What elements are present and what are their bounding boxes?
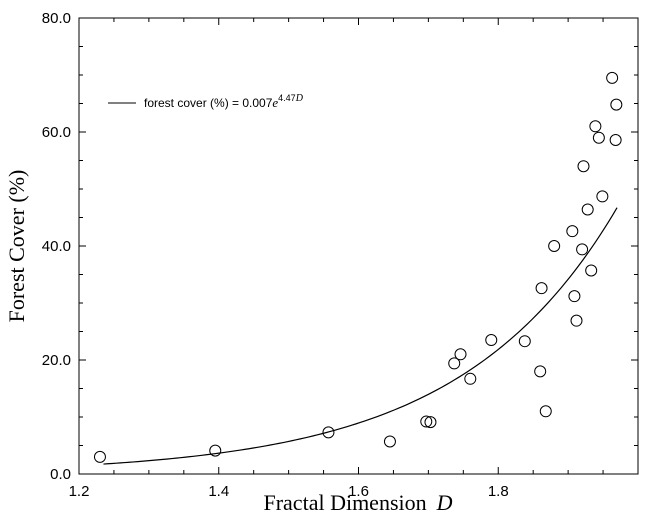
- data-point: [424, 416, 437, 429]
- data-point: [464, 372, 477, 385]
- axis-ticks: [78, 17, 639, 475]
- x-tick-label: 1.8: [488, 483, 509, 500]
- legend: forest cover (%) = 0.007e4.47D: [108, 93, 304, 110]
- data-point: [585, 264, 598, 277]
- y-tick-label: 40.0: [42, 238, 71, 255]
- data-point: [548, 240, 561, 252]
- data-point: [570, 314, 583, 327]
- data-point: [589, 120, 602, 133]
- data-point: [448, 357, 461, 370]
- data-point: [576, 243, 589, 256]
- data-point: [592, 131, 605, 144]
- y-axis-label: Forest Cover (%): [4, 170, 29, 323]
- data-point: [93, 450, 106, 463]
- data-point: [568, 290, 581, 303]
- data-point: [322, 426, 335, 439]
- data-point: [535, 282, 548, 295]
- data-point: [566, 225, 579, 238]
- y-tick-label: 20.0: [42, 352, 71, 369]
- legend-exponent: 4.47: [278, 93, 296, 103]
- x-axis-label-text: Fractal Dimension: [263, 490, 426, 515]
- x-tick-label: 1.6: [348, 483, 369, 500]
- y-tick-labels: 0.0 20.0 40.0 60.0 80.0: [42, 10, 71, 483]
- x-tick-labels: 1.2 1.4 1.6 1.8: [69, 483, 509, 500]
- data-points: [93, 71, 623, 463]
- y-tick-label: 60.0: [42, 124, 71, 141]
- data-point: [383, 435, 396, 448]
- data-point: [577, 160, 590, 173]
- data-point: [610, 98, 623, 111]
- legend-base: e: [272, 95, 278, 110]
- y-tick-label: 80.0: [42, 10, 71, 27]
- data-point: [485, 334, 498, 347]
- data-point: [539, 405, 552, 418]
- x-tick-label: 1.4: [208, 483, 229, 500]
- data-point: [454, 348, 467, 361]
- data-point: [581, 203, 594, 216]
- data-point: [606, 71, 619, 84]
- data-point: [534, 365, 547, 378]
- legend-exponent-var: D: [295, 93, 304, 104]
- x-axis-label-var: D: [436, 490, 453, 515]
- y-tick-label: 0.0: [50, 466, 71, 483]
- data-point: [596, 190, 609, 203]
- x-axis-label: Fractal Dimension D: [263, 490, 452, 515]
- legend-prefix: forest cover (%) = 0.007: [144, 96, 273, 110]
- x-tick-label: 1.2: [69, 483, 90, 500]
- legend-label: forest cover (%) = 0.007e4.47D: [144, 93, 304, 110]
- data-point: [518, 335, 531, 348]
- data-point: [609, 133, 622, 146]
- data-point: [209, 444, 222, 457]
- data-point: [420, 415, 433, 428]
- plot-frame: [78, 17, 639, 475]
- fit-curve: [103, 207, 618, 465]
